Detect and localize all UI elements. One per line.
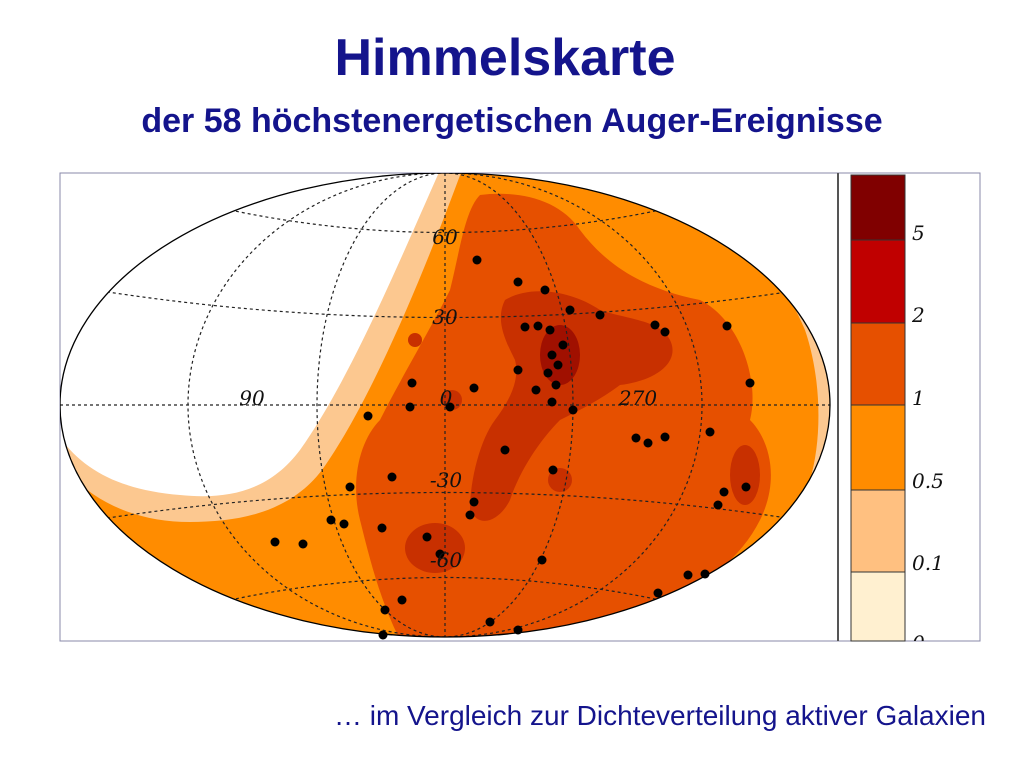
event-dot [551,380,561,390]
colorbar [850,174,906,642]
lon-label: 0 [440,386,453,410]
event-dot [533,321,543,331]
event-dot [445,402,455,412]
event-dot [339,519,349,529]
event-dot [553,360,563,370]
event-dots [270,255,755,640]
event-dot [345,482,355,492]
event-dot [719,487,729,497]
event-dot [660,432,670,442]
event-dot [469,497,479,507]
colorbar-label: 5 [912,221,925,245]
event-dot [326,515,336,525]
event-dot [472,255,482,265]
event-dot [722,321,732,331]
event-dot [485,617,495,627]
event-dot [558,340,568,350]
event-dot [683,570,693,580]
lat-label: 30 [432,305,458,329]
event-dot [540,285,550,295]
event-dot [531,385,541,395]
colorbar-label: 0.1 [912,551,944,575]
event-dot [422,532,432,542]
event-dot [520,322,530,332]
event-dot [435,549,445,559]
event-dot [377,523,387,533]
caption: … im Vergleich zur Dichteverteilung akti… [333,700,986,731]
event-dot [745,378,755,388]
event-dot [653,588,663,598]
event-dot [631,433,641,443]
sky-map-figure: 60 30 90 0 270 -30 -60 5 2 1 0.5 0.1 0 [59,172,981,655]
event-dot [537,555,547,565]
event-dot [465,510,475,520]
event-dot [500,445,510,455]
subtitle: der 58 höchstenergetischen Auger-Ereigni… [141,102,883,140]
event-dot [705,427,715,437]
colorbar-label: 1 [912,386,925,410]
event-dot [548,465,558,475]
lon-label: 270 [618,386,657,410]
event-dot [543,368,553,378]
map-outline [60,173,831,638]
lat-label: -30 [430,468,462,492]
event-dot [595,310,605,320]
event-dot [513,277,523,287]
event-dot [405,402,415,412]
colorbar-label: 0.5 [912,469,944,493]
graticule [60,173,830,637]
event-dot [363,411,373,421]
event-dot [397,595,407,605]
title: Himmelskarte [334,29,676,87]
colorbar-label: 0 [912,631,925,655]
event-dot [643,438,653,448]
event-dot [380,605,390,615]
event-dot [407,378,417,388]
lon-label: 90 [239,386,265,410]
event-dot [700,569,710,579]
event-dot [378,630,388,640]
event-dot [513,625,523,635]
event-dot [298,539,308,549]
event-dot [547,397,557,407]
lat-label: -60 [430,548,462,572]
event-dot [660,327,670,337]
event-dot [568,405,578,415]
event-dot [469,383,479,393]
event-dot [713,500,723,510]
event-dot [513,365,523,375]
event-dot [545,325,555,335]
event-dot [565,305,575,315]
colorbar-label: 2 [911,303,925,327]
lat-label: 60 [432,225,458,249]
event-dot [741,482,751,492]
event-dot [387,472,397,482]
event-dot [650,320,660,330]
event-dot [547,350,557,360]
event-dot [270,537,280,547]
